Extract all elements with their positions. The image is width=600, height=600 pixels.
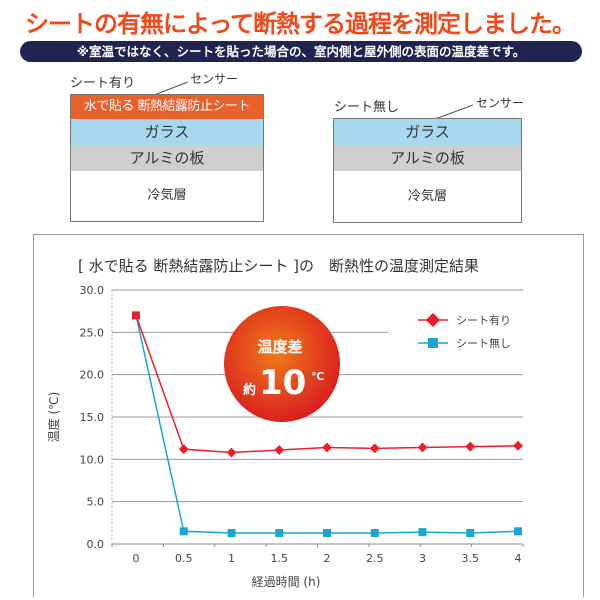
glass-layer: ガラス: [71, 119, 263, 145]
data-point-without: [227, 528, 236, 537]
data-point-with: [322, 442, 332, 453]
legend-diamond-icon: [425, 312, 441, 328]
badge-circle: [224, 306, 340, 422]
data-point-without: [179, 527, 188, 536]
headline: シートの有無によって断熱する過程を測定しました。: [24, 10, 576, 38]
y-tick-label: 10.0: [80, 453, 105, 466]
data-point-without: [514, 527, 522, 536]
y-tick-label: 15.0: [80, 411, 105, 424]
data-point-with: [417, 442, 428, 453]
x-axis-label: 経過時間 (h): [252, 575, 321, 589]
legend-without: シート無し: [456, 336, 511, 350]
badge-prefix: 約: [243, 382, 256, 398]
data-point-with: [369, 443, 380, 454]
data-point-with: [465, 441, 476, 452]
x-tick-label: 0.5: [175, 552, 193, 565]
chart-title: [ 水で貼る 断熱結露防止シート ]の 断熱性の温度測定結果: [78, 257, 479, 275]
without-sheet-label: シート無し: [334, 100, 400, 115]
y-tick-label: 25.0: [80, 326, 105, 339]
x-tick-label: 2: [324, 552, 331, 565]
sensor-pointer: [153, 81, 189, 96]
with-sheet-label: シート有り: [70, 76, 136, 91]
x-tick-label: 3.5: [462, 552, 480, 565]
legend-square-icon: [428, 338, 438, 348]
x-tick-label: 4: [515, 552, 522, 565]
chart-frame: [33, 234, 584, 597]
aluminum-layer: アルミの板: [71, 145, 263, 171]
note-banner: ※室温ではなく、シートを貼った場合の、室内側と屋外側の表面の温度差です。: [20, 41, 582, 62]
sensor-label: センサー: [190, 72, 239, 86]
sheet-layer: 水で貼る 断熱結露防止シート: [71, 95, 263, 119]
y-tick-label: 30.0: [80, 284, 105, 297]
y-tick-label: 0.0: [87, 538, 105, 551]
cold-air-layer: 冷気層: [147, 188, 187, 203]
without-sheet-diagram: ガラス アルミの板 冷気層: [333, 118, 522, 223]
aluminum-layer: アルミの板: [334, 145, 521, 171]
data-point-without: [370, 528, 379, 537]
y-tick-label: 20.0: [80, 369, 105, 382]
badge-value: 10: [259, 363, 306, 403]
data-point-without: [275, 528, 284, 537]
data-point-with: [226, 447, 237, 458]
cold-air-layer: 冷気層: [407, 189, 447, 204]
x-tick-label: 3: [419, 552, 426, 565]
data-point-without: [418, 528, 427, 537]
data-point-with: [178, 444, 189, 455]
glass-layer: ガラス: [334, 119, 521, 145]
y-tick-label: 5.0: [87, 496, 105, 509]
sensor-pointer: [434, 104, 474, 120]
badge-unit: ℃: [311, 370, 324, 383]
x-tick-label: 2.5: [366, 552, 384, 565]
badge-line1: 温度差: [257, 338, 302, 356]
legend-with: シート有り: [456, 313, 511, 327]
with-sheet-diagram: 水で貼る 断熱結露防止シート ガラス アルミの板 冷気層: [70, 94, 264, 222]
y-axis-label: 温度 (℃): [46, 392, 61, 443]
legend: シート有り シート無し: [418, 312, 511, 350]
x-tick-label: 0: [133, 552, 140, 565]
data-point-with: [274, 445, 285, 455]
sensor-label: センサー: [476, 96, 525, 110]
temperature-difference-badge: 温度差 約 10 ℃: [224, 306, 340, 422]
x-tick-label: 1: [228, 552, 235, 565]
data-point-with: [513, 440, 523, 451]
data-point-without: [323, 528, 331, 537]
data-point-without: [466, 528, 475, 537]
x-tick-label: 1.5: [271, 552, 289, 565]
